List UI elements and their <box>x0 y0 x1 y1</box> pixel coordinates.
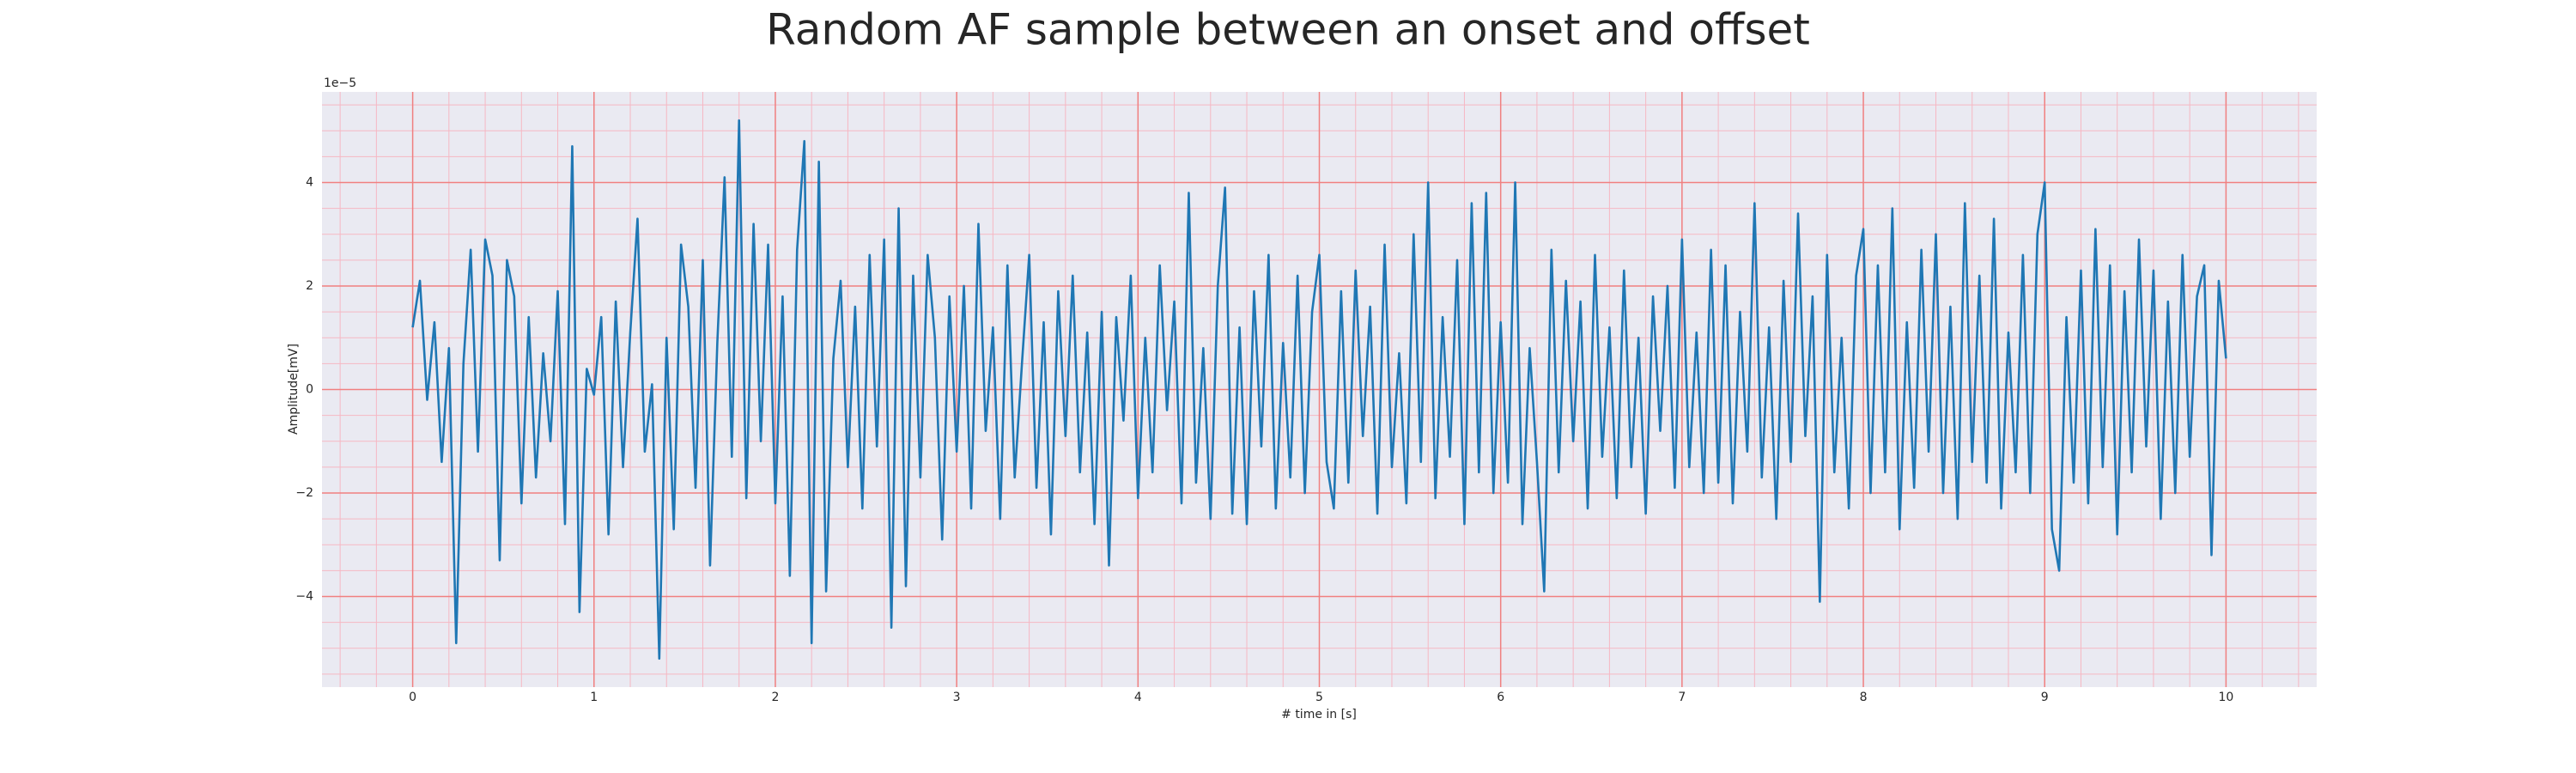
series <box>411 119 2227 660</box>
x-tick-label: 4 <box>1134 691 1142 704</box>
x-tick-label: 1 <box>590 691 598 704</box>
x-tick-label: 10 <box>2218 691 2233 704</box>
y-axis-label: Amplitude[mV] <box>287 344 301 435</box>
chart-title: Random AF sample between an onset and of… <box>766 5 1810 55</box>
y-tick-label: −4 <box>295 590 313 604</box>
x-tick-label: 3 <box>953 691 961 704</box>
x-tick-label: 5 <box>1315 691 1323 704</box>
y-tick-label: 0 <box>306 383 313 397</box>
x-tick-label: 8 <box>1860 691 1868 704</box>
labels: 0 1 2 3 4 5 6 7 8 9 10 −4 −2 0 2 4 <box>295 175 2233 704</box>
x-tick-label: 6 <box>1497 691 1504 704</box>
x-axis-label: # time in [s] <box>1281 708 1357 721</box>
y-tick-label: −2 <box>295 486 313 500</box>
x-tick-label: 7 <box>1678 691 1686 704</box>
y-tick-label: 2 <box>306 279 313 293</box>
y-offset-label: 1e−5 <box>324 76 356 90</box>
x-tick-label: 2 <box>771 691 779 704</box>
signal-line <box>411 119 2227 660</box>
x-tick-label: 9 <box>2041 691 2049 704</box>
y-tick-label: 4 <box>306 175 313 189</box>
x-tick-label: 0 <box>409 691 416 704</box>
